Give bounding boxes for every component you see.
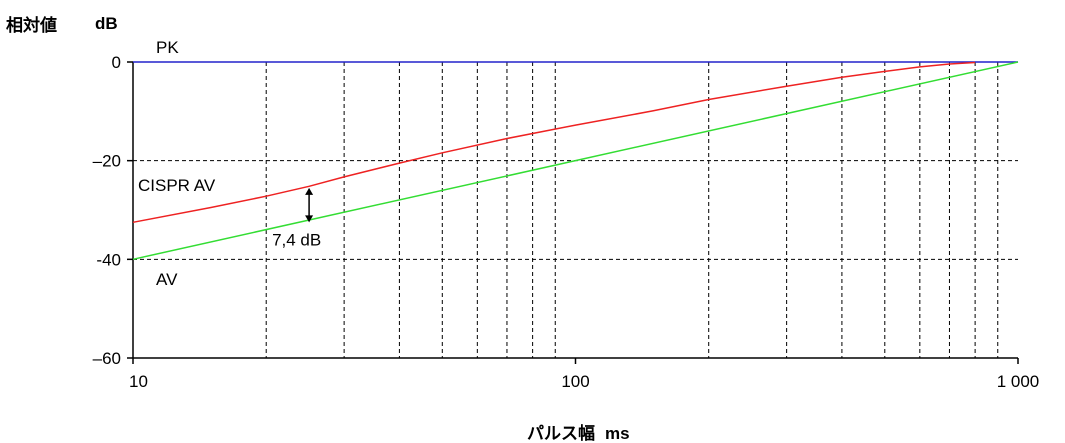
x-tick-label: 100 <box>561 372 589 391</box>
series-label-pk: PK <box>156 38 179 57</box>
series-layer: PK CISPR AV AV <box>132 38 1019 289</box>
annotation-label: 7,4 dB <box>272 230 321 249</box>
x-tick-label: 1 000 <box>997 372 1040 391</box>
x-axis-unit: ms <box>605 424 630 443</box>
y-axis-label: 相対値 <box>6 15 57 35</box>
x-tick-label: 10 <box>129 372 148 391</box>
axes: 0 –20 -40 –60 10 100 1 000 <box>93 53 1040 391</box>
x-axis-label: パルス幅 <box>527 423 595 443</box>
series-line-av <box>132 61 1019 261</box>
y-tick-label: -40 <box>96 250 121 269</box>
grid <box>133 61 1018 358</box>
series-line-cispr-av <box>132 61 976 224</box>
series-label-av: AV <box>156 270 178 289</box>
annotation-arrowhead-up <box>305 187 314 195</box>
y-tick-label: 0 <box>112 53 121 72</box>
series-label-cispr-av: CISPR AV <box>138 176 216 195</box>
annotation-arrowhead-down <box>305 215 314 223</box>
y-axis-unit: dB <box>95 14 118 33</box>
y-tick-label: –60 <box>93 349 121 368</box>
annotation-layer: 7,4 dB <box>272 187 321 249</box>
y-tick-label: –20 <box>93 152 121 171</box>
